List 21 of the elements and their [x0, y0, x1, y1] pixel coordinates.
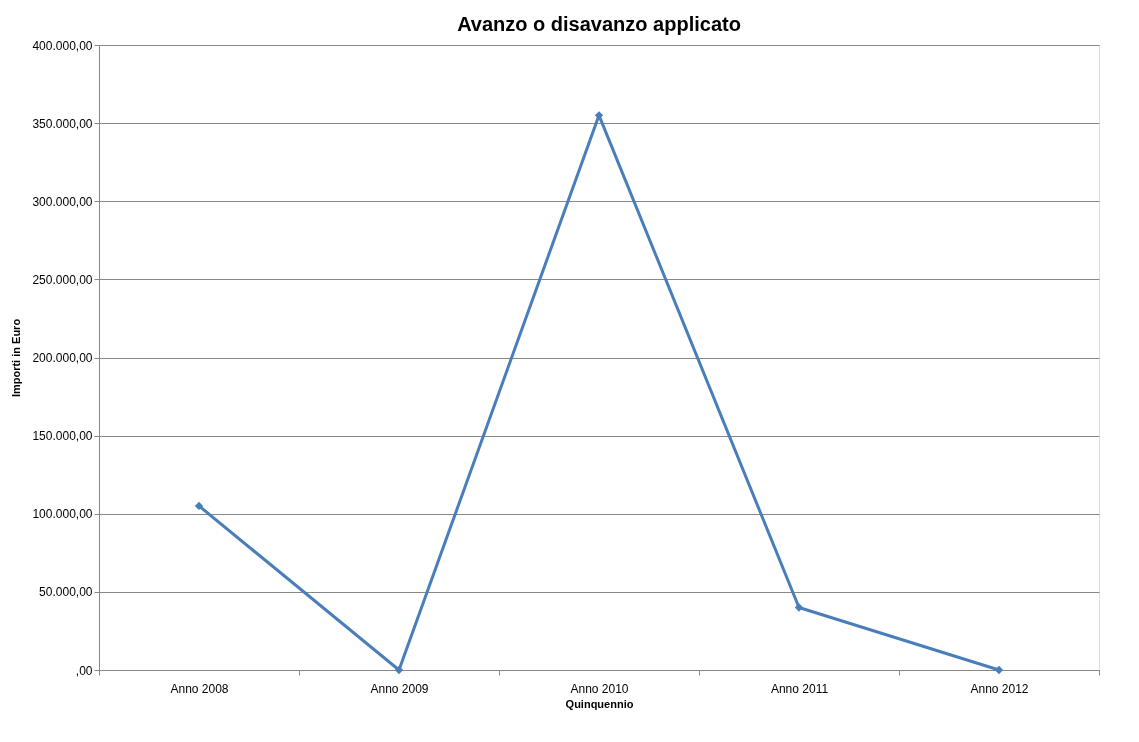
x-tick-label: Anno 2008 — [170, 681, 229, 696]
y-axis-title: Importi in Euro — [10, 318, 23, 398]
point — [194, 501, 204, 511]
y-tick-label: 300.000,00 — [32, 194, 93, 209]
y-tick-label: 200.000,00 — [32, 351, 93, 365]
point — [994, 665, 1004, 675]
y-tick-label: 350.000,00 — [32, 116, 93, 131]
point — [794, 603, 804, 612]
x-axis-title: Quinquennio — [565, 697, 634, 710]
y-tick-label: 400.000,00 — [32, 38, 93, 53]
point — [394, 665, 404, 675]
x-tick-label: Anno 2010 — [570, 681, 629, 696]
x-tick-label: Anno 2011 — [770, 681, 829, 696]
x-tick-label: Anno 2009 — [370, 681, 429, 696]
y-tick-label: 250.000,00 — [32, 272, 93, 287]
y-tick-label: 150.000,00 — [32, 429, 93, 444]
chart-title: Avanzo o disavanzo applicato — [457, 13, 741, 35]
x-tick-label: Anno 2012 — [970, 681, 1029, 696]
y-tick-label: ,00 — [75, 663, 93, 678]
y-tick-label: 50.000,00 — [39, 585, 93, 600]
y-tick-label: 100.000,00 — [32, 507, 93, 522]
